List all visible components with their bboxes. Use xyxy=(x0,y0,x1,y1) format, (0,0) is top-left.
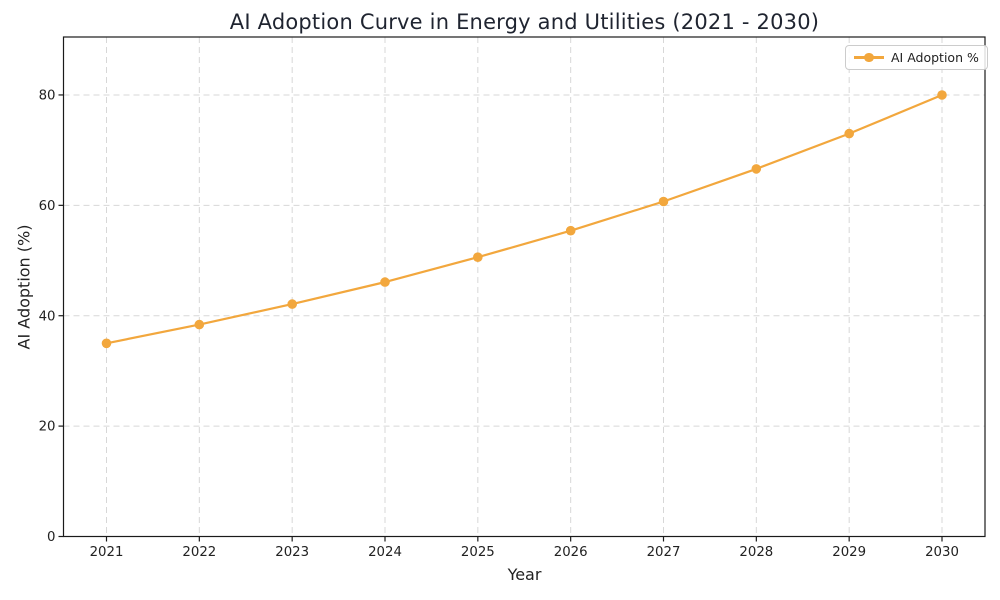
x-tick-label: 2024 xyxy=(368,545,402,560)
legend-line-marker-icon xyxy=(854,52,884,63)
chart-title: AI Adoption Curve in Energy and Utilitie… xyxy=(229,10,820,34)
legend-dot-icon xyxy=(864,52,874,63)
data-point-marker xyxy=(473,252,483,262)
x-tick-label: 2030 xyxy=(925,545,959,560)
data-point-marker xyxy=(380,277,390,287)
data-point-marker xyxy=(194,319,205,330)
x-axis-label: Year xyxy=(507,565,542,584)
data-point-marker xyxy=(565,225,576,236)
x-tick-label: 2028 xyxy=(739,545,773,560)
x-tick-label: 2026 xyxy=(554,545,588,560)
legend-label: AI Adoption % xyxy=(891,50,979,65)
x-tick-label: 2029 xyxy=(832,545,866,560)
data-point-marker xyxy=(287,299,298,309)
series-line xyxy=(105,93,944,345)
y-tick-label: 80 xyxy=(39,89,56,104)
data-point-marker xyxy=(658,196,669,207)
data-point-marker xyxy=(751,164,762,174)
axes-frame xyxy=(62,36,986,538)
x-tick-label: 2023 xyxy=(275,545,309,560)
y-tick-label: 0 xyxy=(47,530,55,545)
x-tick-label: 2027 xyxy=(647,545,681,560)
legend: AI Adoption % xyxy=(845,45,988,70)
y-tick-label: 20 xyxy=(39,420,56,435)
x-tick-label: 2025 xyxy=(461,545,495,560)
data-point-marker xyxy=(844,128,854,139)
y-axis-label: AI Adoption (%) xyxy=(14,224,34,350)
y-tick-label: 40 xyxy=(39,309,56,324)
data-point-marker xyxy=(937,90,947,100)
y-tick-label: 60 xyxy=(39,199,56,214)
x-tick-label: 2022 xyxy=(182,545,216,560)
data-point-marker xyxy=(101,338,112,349)
x-tick-label: 2021 xyxy=(90,545,124,560)
